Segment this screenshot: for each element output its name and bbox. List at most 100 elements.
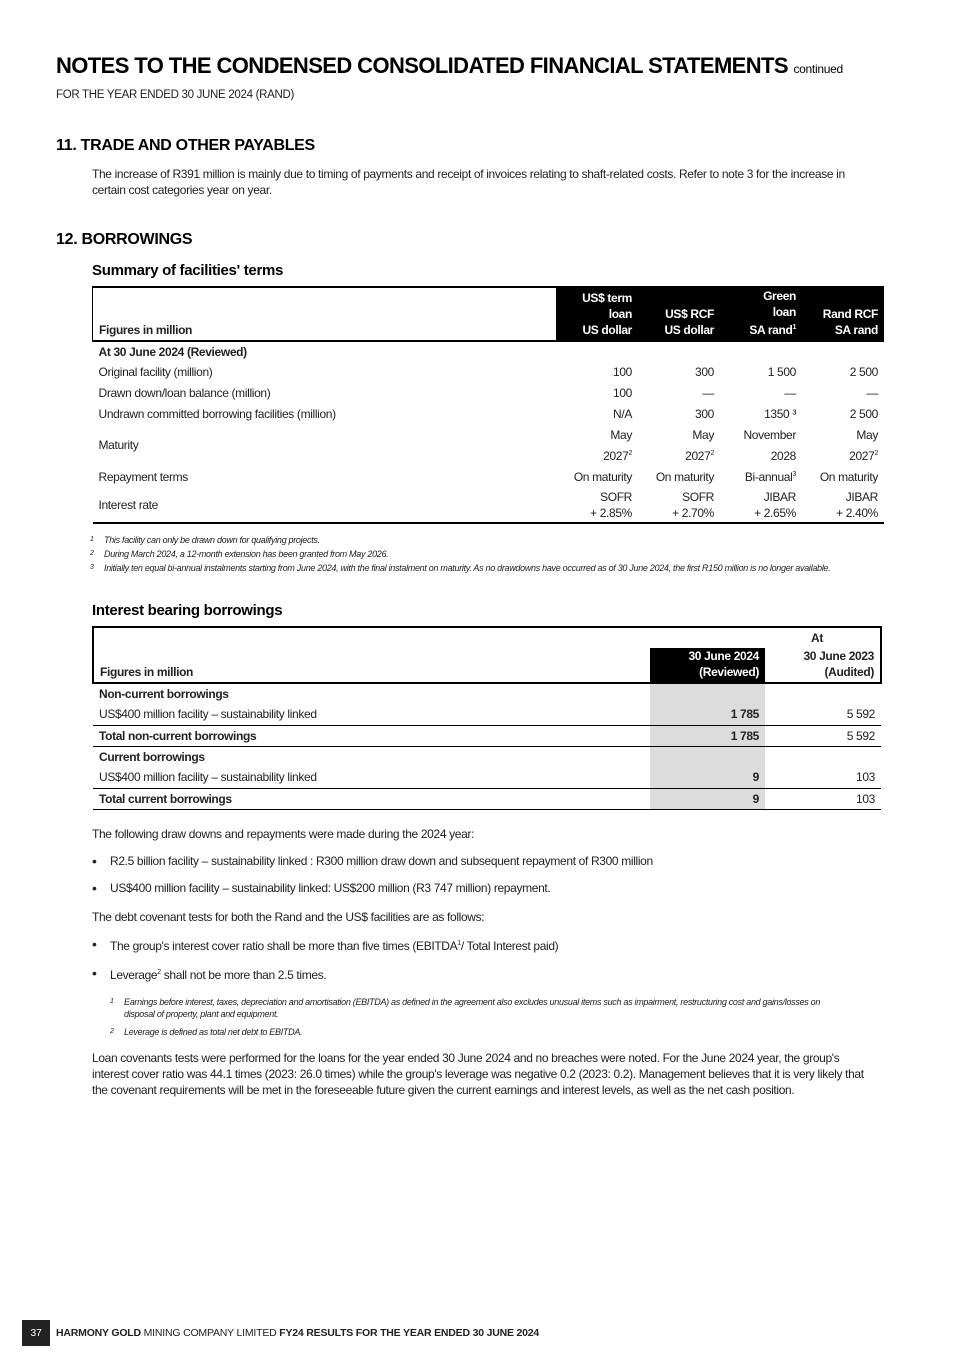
column-header-2023: 30 June 2023 (Audited) xyxy=(803,649,874,679)
table-row: Total current borrowings 9 103 xyxy=(93,788,881,809)
column-header: US$ RCF US dollar xyxy=(638,287,720,341)
page-footer: 37 HARMONY GOLD MINING COMPANY LIMITED F… xyxy=(22,1320,539,1346)
borrowings-table: At Figures in million 30 June 2024 (Revie… xyxy=(92,626,882,810)
cell: Drawn down/loan balance (million) xyxy=(98,385,271,400)
cell: Bi-annual3 xyxy=(744,469,796,484)
cell: May xyxy=(856,427,878,442)
footnote: 2 During March 2024, a 12-month extension… xyxy=(90,549,389,559)
cell: 20272 xyxy=(849,448,878,463)
company-name: HARMONY GOLD xyxy=(56,1327,141,1339)
cell: November xyxy=(743,427,796,442)
cell: 20272 xyxy=(685,448,714,463)
section-label: At 30 June 2024 (Reviewed) xyxy=(98,344,248,359)
cell-2023 xyxy=(765,683,881,704)
cell-2023: 5 592 xyxy=(846,728,876,743)
column-header-label: Figures in million xyxy=(100,665,194,679)
section-11-text: The increase of R391 million is mainly d… xyxy=(92,167,845,197)
cell: On maturity xyxy=(819,469,879,484)
cell: JIBAR + 2.40% xyxy=(836,489,878,520)
list-item: US$400 million facility – sustainability… xyxy=(92,880,882,896)
cell: 1 500 xyxy=(767,364,797,379)
table-row: Repayment terms On maturity On maturity Bi-… xyxy=(93,466,885,487)
table-row: Maturity May May November May xyxy=(93,424,885,453)
cell-2024 xyxy=(650,746,765,767)
column-header: US$ term loan US dollar xyxy=(556,287,638,341)
table-row: Undrawn committed borrowing facilities (… xyxy=(93,403,885,424)
cell: JIBAR + 2.65% xyxy=(754,489,796,520)
list-item: The group's interest cover ratio shall b… xyxy=(92,936,882,954)
cell: 300 xyxy=(695,406,714,421)
list-item: R2.5 billion facility – sustainability l… xyxy=(92,853,882,869)
cell: Total non-current borrowings xyxy=(99,728,257,743)
cell: 100 xyxy=(613,385,632,400)
page-title: NOTES TO THE CONDENSED CONSOLIDATED FINA… xyxy=(56,53,843,79)
table-row: Non-current borrowings xyxy=(93,683,881,704)
drawdowns-list: R2.5 billion facility – sustainability l… xyxy=(92,853,882,896)
table-row: Current borrowings xyxy=(93,746,881,767)
cell: SOFR + 2.70% xyxy=(672,489,714,520)
table-row: Total non-current borrowings 1 785 5 592 xyxy=(93,725,881,746)
paragraph-loan-covenants: Loan covenants tests were performed for … xyxy=(92,1051,864,1097)
cell: — xyxy=(784,385,796,400)
paragraph-covenants: The debt covenant tests for both the Ran… xyxy=(92,910,485,924)
cell-2023: 103 xyxy=(856,770,875,785)
cell: May xyxy=(692,427,714,442)
cell: US$400 million facility – sustainability… xyxy=(99,770,317,785)
table-row: US$400 million facility – sustainability… xyxy=(93,767,881,788)
cell-2024: 1 785 xyxy=(650,725,765,746)
cell: On maturity xyxy=(655,469,715,484)
cell: 2028 xyxy=(770,448,797,463)
column-header: Green loan SA rand1 xyxy=(720,287,802,341)
table-row: 20272 20272 2028 20272 xyxy=(93,445,885,466)
cell: Original facility (million) xyxy=(98,364,213,379)
section-12-heading: 12. BORROWINGS xyxy=(56,231,193,248)
footnote: 1 This facility can only be drawn down fo… xyxy=(90,535,320,545)
cell: 300 xyxy=(695,364,714,379)
footnote: 1 Earnings before interest, taxes, deprec… xyxy=(110,997,821,1019)
column-header-2024: 30 June 2024 (Reviewed) xyxy=(650,648,765,683)
footnote: 3 Initially ten equal bi-annual instalmen… xyxy=(90,563,831,573)
section-row: At 30 June 2024 (Reviewed) xyxy=(93,341,885,361)
page-number: 37 xyxy=(22,1320,50,1346)
cell: Total current borrowings xyxy=(99,791,232,806)
at-row: At xyxy=(93,627,881,648)
cell: 100 xyxy=(613,364,632,379)
column-header-label: Figures in million xyxy=(92,287,556,341)
cell: 20272 xyxy=(603,448,632,463)
title-suffix: continued xyxy=(793,62,843,76)
facilities-table: Figures in million US$ term loan US dollar… xyxy=(92,286,884,524)
page-subtitle: FOR THE YEAR ENDED 30 JUNE 2024 (RAND) xyxy=(56,89,295,101)
table-row: Interest rate SOFR + 2.85% SOFR + 2.70% JIBAR… xyxy=(93,487,885,523)
table-footnotes: 1 This facility can only be drawn down fo… xyxy=(90,534,874,576)
at-label: At xyxy=(811,631,823,645)
table-row: US$400 million facility – sustainability… xyxy=(93,704,881,725)
cell: May xyxy=(610,427,632,442)
column-header: Rand RCF SA rand xyxy=(802,287,884,341)
cell: Undrawn committed borrowing facilities (… xyxy=(98,406,337,421)
cell-2024: 9 xyxy=(650,788,765,809)
cell: — xyxy=(702,385,714,400)
cell: 1350 ³ xyxy=(764,406,796,421)
cell: 2 500 xyxy=(849,406,879,421)
cell-2023: 5 592 xyxy=(846,707,876,722)
cell: Interest rate xyxy=(98,497,159,512)
cell-2024 xyxy=(650,683,765,704)
cell: Current borrowings xyxy=(99,749,205,764)
cell: SOFR + 2.85% xyxy=(590,489,632,520)
interest-bearing-title: Interest bearing borrowings xyxy=(92,602,283,619)
cell-2023: 103 xyxy=(856,791,875,806)
paragraph-drawdowns: The following draw downs and repayments … xyxy=(92,827,475,841)
cell: Repayment terms xyxy=(98,469,189,484)
section-11-heading: 11. TRADE AND OTHER PAYABLES xyxy=(56,137,315,154)
cell-2024: 9 xyxy=(650,767,765,788)
report-title: FY24 RESULTS FOR THE YEAR ENDED 30 JUNE … xyxy=(279,1327,540,1339)
covenant-footnotes: 1 Earnings before interest, taxes, deprec… xyxy=(110,996,844,1038)
cell: — xyxy=(866,385,878,400)
covenants-list: The group's interest cover ratio shall b… xyxy=(92,936,882,983)
table-row: Drawn down/loan balance (million) 100 — — — xyxy=(93,382,885,403)
summary-title: Summary of facilities' terms xyxy=(92,262,284,279)
cell-2023 xyxy=(765,746,881,767)
table-row: Original facility (million) 100 300 1 500 2 … xyxy=(93,361,885,382)
list-item: Leverage2 shall not be more than 2.5 tim… xyxy=(92,965,882,983)
cell: Non-current borrowings xyxy=(99,687,229,701)
